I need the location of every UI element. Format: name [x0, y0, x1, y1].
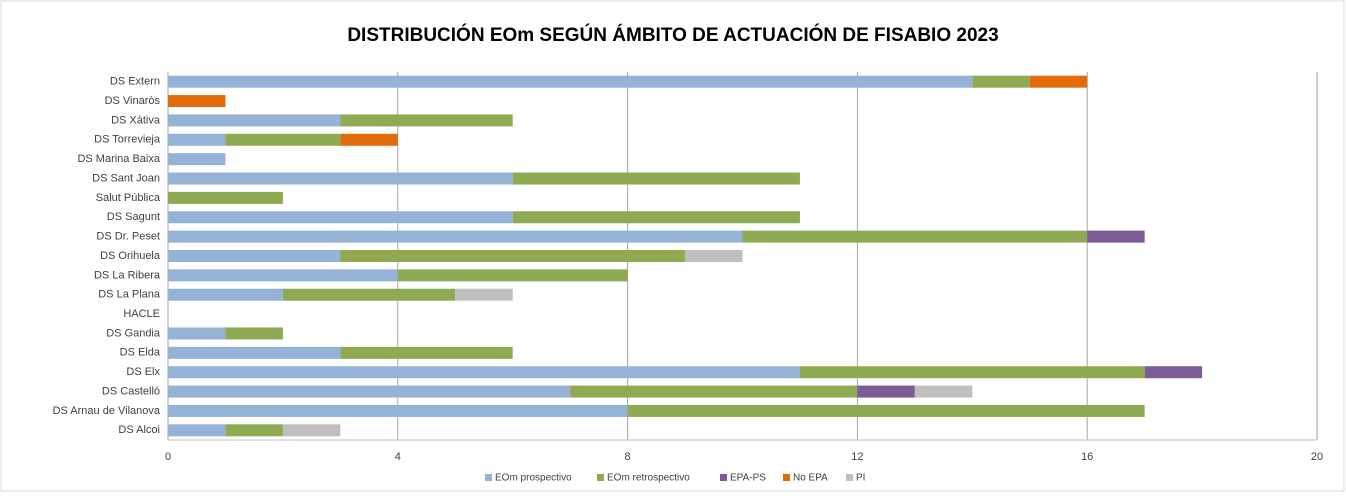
- legend-swatch: [846, 474, 853, 481]
- bar-segment: [168, 211, 513, 224]
- bar-segment: [685, 250, 743, 262]
- bar-segment: [225, 327, 283, 340]
- y-tick-label: DS Elda: [120, 347, 161, 359]
- y-tick-label: DS Dr. Peset: [96, 231, 160, 243]
- bar-segment: [225, 133, 341, 146]
- bar-segment: [1087, 230, 1145, 243]
- bar-segment: [168, 133, 226, 146]
- bar-segment: [168, 424, 226, 437]
- bar-segment: [972, 75, 1030, 88]
- bar-segment: [168, 153, 226, 166]
- bar-segment: [282, 424, 341, 437]
- y-tick-label: HACLE: [123, 308, 160, 320]
- bar-segment: [168, 114, 341, 127]
- bar-segment: [168, 404, 628, 417]
- bar-segment: [512, 211, 800, 224]
- y-tick-label: DS Vinaròs: [105, 95, 161, 107]
- y-tick-label: DS Xàtiva: [111, 114, 161, 126]
- legend-label: PI: [856, 473, 865, 484]
- y-tick-label: Salut Pública: [96, 192, 161, 204]
- bar-segment: [168, 269, 398, 282]
- x-tick-label: 0: [165, 451, 171, 463]
- bar-segment: [1029, 75, 1088, 88]
- bar-segment: [168, 250, 341, 262]
- bar-segment: [340, 250, 686, 262]
- y-tick-label: DS La Ribera: [94, 269, 161, 281]
- y-tick-label: DS La Plana: [98, 289, 161, 301]
- legend-label: EPA-PS: [730, 473, 766, 484]
- bar-segment: [168, 172, 513, 185]
- y-tick-label: DS Marina Baixa: [77, 153, 160, 165]
- bar-segment: [168, 385, 571, 398]
- bar-segment: [168, 366, 800, 379]
- chart-title: DISTRIBUCIÓN EOm SEGÚN ÁMBITO DE ACTUACI…: [347, 24, 998, 46]
- y-tick-label: DS Extern: [110, 76, 160, 88]
- bar-segment: [397, 269, 628, 282]
- bar-segment: [914, 385, 973, 398]
- bar-segment: [168, 191, 283, 204]
- legend-label: EOm retrospectivo: [607, 473, 690, 484]
- bar-segment: [340, 133, 398, 146]
- y-tick-label: DS Arnau de Vilanova: [53, 405, 161, 417]
- bar-segment: [340, 114, 513, 127]
- bar-segment: [168, 288, 283, 301]
- y-tick-label: DS Sant Joan: [92, 172, 160, 184]
- x-tick-label: 20: [1311, 451, 1323, 463]
- y-tick-label: DS Castelló: [102, 385, 160, 397]
- bar-segment: [282, 288, 456, 301]
- bar-segment: [627, 404, 1145, 417]
- bar-segment: [225, 424, 283, 437]
- bar-segment: [168, 230, 743, 243]
- x-tick-label: 12: [851, 451, 863, 463]
- bar-segment: [455, 288, 513, 301]
- y-tick-label: DS Elx: [126, 366, 160, 378]
- y-tick-label: DS Torrevieja: [94, 134, 161, 146]
- bar-segment: [1144, 366, 1203, 379]
- y-tick-label: DS Alcoi: [118, 424, 160, 436]
- bar-segment: [742, 230, 1088, 243]
- y-tick-label: DS Sagunt: [107, 211, 160, 223]
- legend-swatch: [783, 474, 790, 481]
- bar-segment: [799, 366, 1145, 379]
- legend-swatch: [720, 474, 727, 481]
- legend-swatch: [597, 474, 604, 481]
- y-tick-label: DS Orihuela: [100, 250, 161, 262]
- legend-label: EOm prospectivo: [495, 473, 572, 484]
- bar-segment: [570, 385, 858, 398]
- y-tick-label: DS Gandia: [106, 327, 161, 339]
- bar-segment: [340, 346, 513, 359]
- x-tick-label: 8: [625, 451, 631, 463]
- legend-label: No EPA: [793, 473, 828, 484]
- x-tick-label: 16: [1081, 451, 1093, 463]
- bar-segment: [512, 172, 800, 185]
- bar-segment: [168, 327, 226, 340]
- legend-swatch: [485, 474, 492, 481]
- bar-segment: [857, 385, 915, 398]
- bar-segment: [168, 75, 973, 88]
- x-tick-label: 4: [395, 451, 401, 463]
- bar-segment: [168, 346, 341, 359]
- bar-segment: [168, 95, 226, 108]
